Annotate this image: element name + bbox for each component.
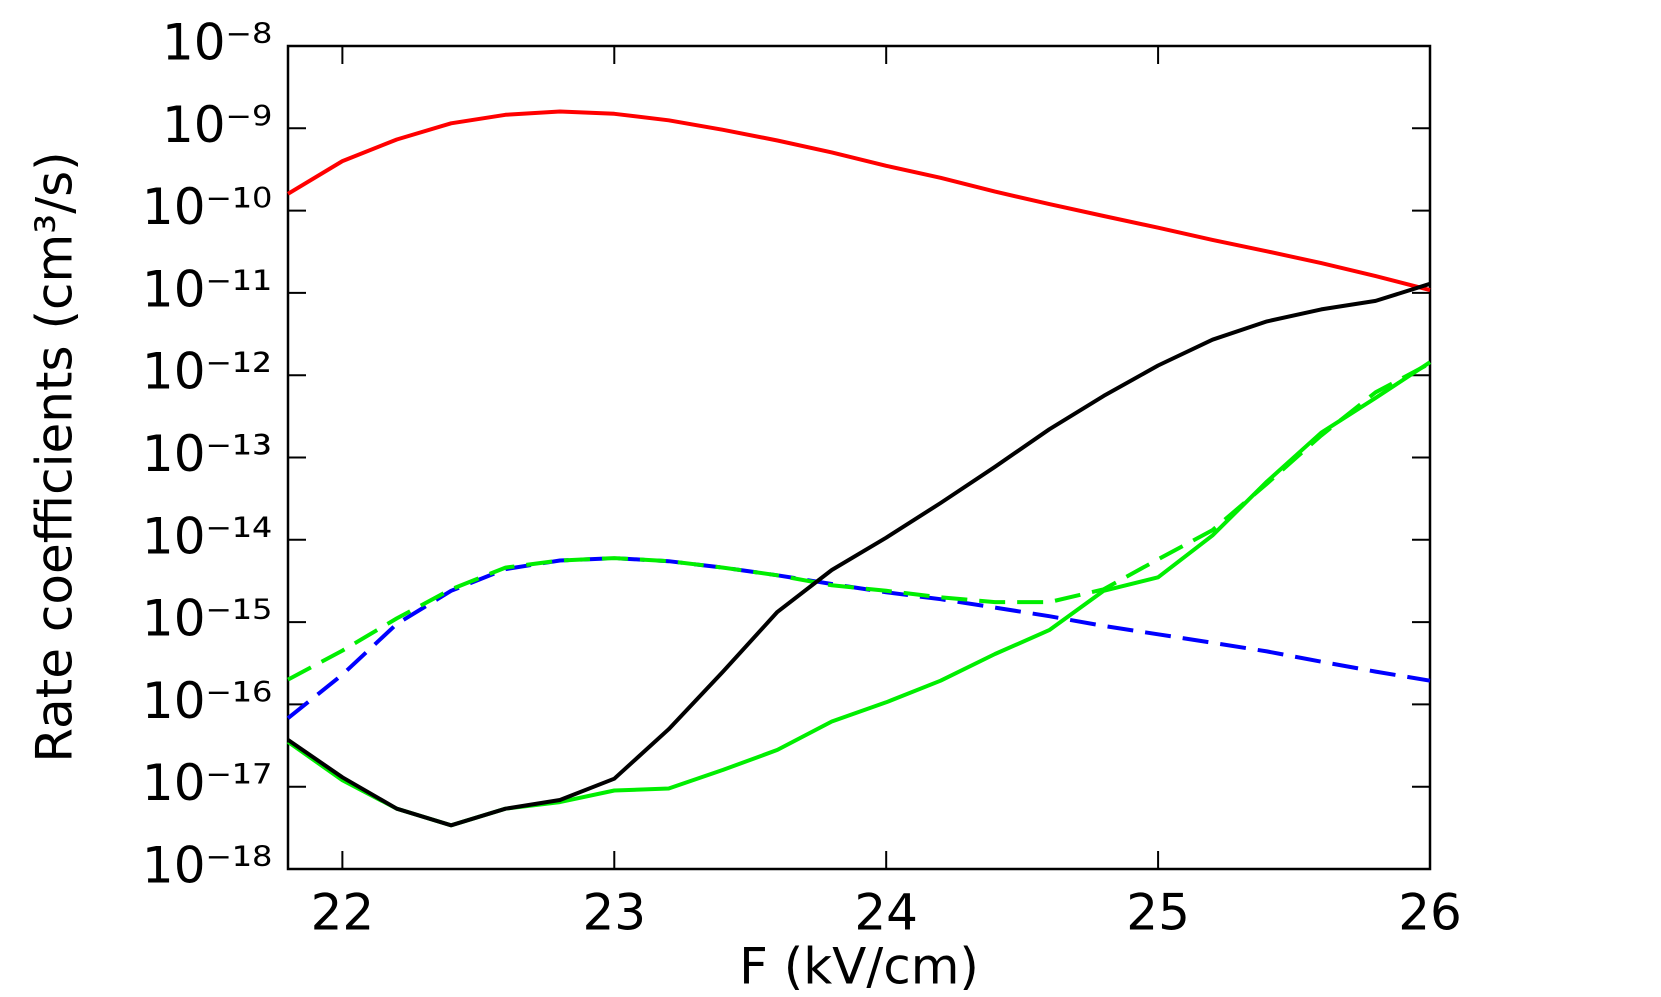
x-tick-label: 26 <box>1398 884 1462 942</box>
y-tick-label: 10⁻¹⁷ <box>142 754 272 812</box>
plot-frame <box>286 44 1432 871</box>
x-tick-label: 23 <box>582 884 646 942</box>
y-tick-label: 10⁻¹³ <box>142 425 272 483</box>
y-tick-label: 10⁻¹² <box>142 343 272 401</box>
series-line <box>286 281 1431 828</box>
y-tick-label: 10⁻⁸ <box>162 14 272 72</box>
x-axis-label: F (kV/cm) <box>739 938 979 996</box>
y-tick-label: 10⁻¹⁰ <box>142 178 272 236</box>
x-tick-label: 25 <box>1126 884 1190 942</box>
y-tick-label: 10⁻¹¹ <box>142 260 272 318</box>
series-line <box>286 109 1431 293</box>
y-tick-label: 10⁻¹⁸ <box>142 837 272 895</box>
y-tick-label: 10⁻⁹ <box>162 96 272 154</box>
y-tick-label: 10⁻¹⁵ <box>142 590 272 648</box>
x-tick-label: 22 <box>311 884 375 942</box>
series-line <box>286 360 1432 828</box>
y-axis-label: Rate coefficients (cm³/s) <box>26 151 84 762</box>
series-line <box>287 361 1431 682</box>
y-tick-label: 10⁻¹⁴ <box>142 507 272 565</box>
series-line <box>286 556 1431 720</box>
y-tick-label: 10⁻¹⁶ <box>142 672 272 730</box>
x-tick-label: 24 <box>854 884 918 942</box>
